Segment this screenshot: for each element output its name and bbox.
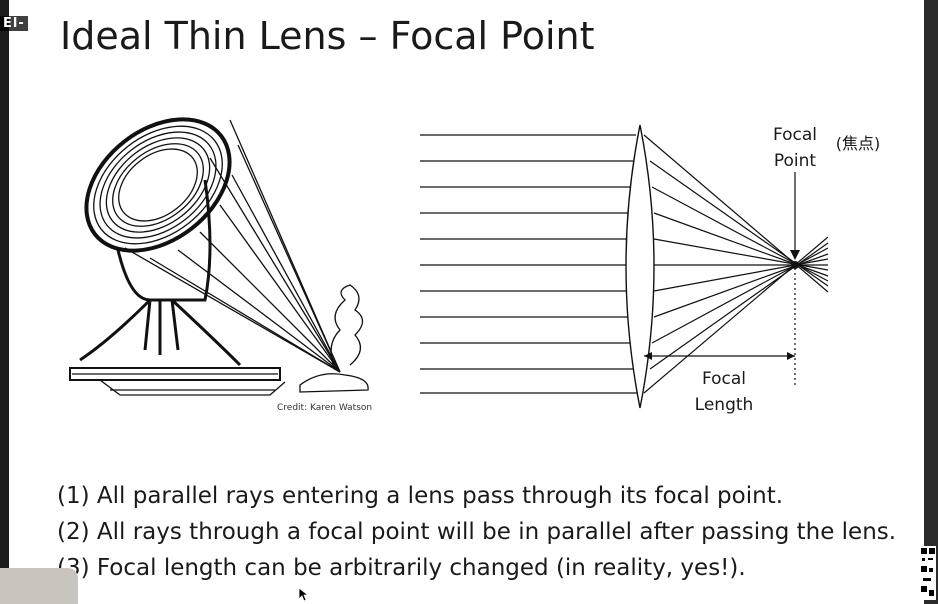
bullet-item-3: (3) Focal length can be arbitrarily chan… [57,555,746,581]
bullet-list: (1) All parallel rays entering a lens pa… [57,478,896,586]
burning-lens-illustration [69,117,369,396]
mouse-cursor-icon [299,588,309,602]
lens-shape [625,124,655,409]
ray-diagram [420,124,829,409]
focal-length-label-1: Focal [702,369,746,389]
bullet-item-2: (2) All rays through a focal point will … [57,519,897,545]
bullet-item-1: (1) All parallel rays entering a lens pa… [57,483,784,509]
left-edge-bar [0,0,9,604]
focal-length-label-2: Length [695,395,754,415]
webcam-thumbnail [0,568,78,604]
right-edge-bar [924,0,938,604]
focal-point-label-1: Focal [773,125,817,145]
slide-title: Ideal Thin Lens – Focal Point [60,14,595,58]
focal-point-label-cjk: (焦点) [836,134,881,153]
qr-code-icon [920,546,936,600]
video-overlay-label: El- [0,16,28,31]
focal-point-label-2: Point [774,151,817,171]
focal-point-dot [791,261,799,269]
refracted-rays [643,134,829,394]
incoming-rays [420,134,637,394]
image-credit: Credit: Karen Watson [277,403,372,413]
